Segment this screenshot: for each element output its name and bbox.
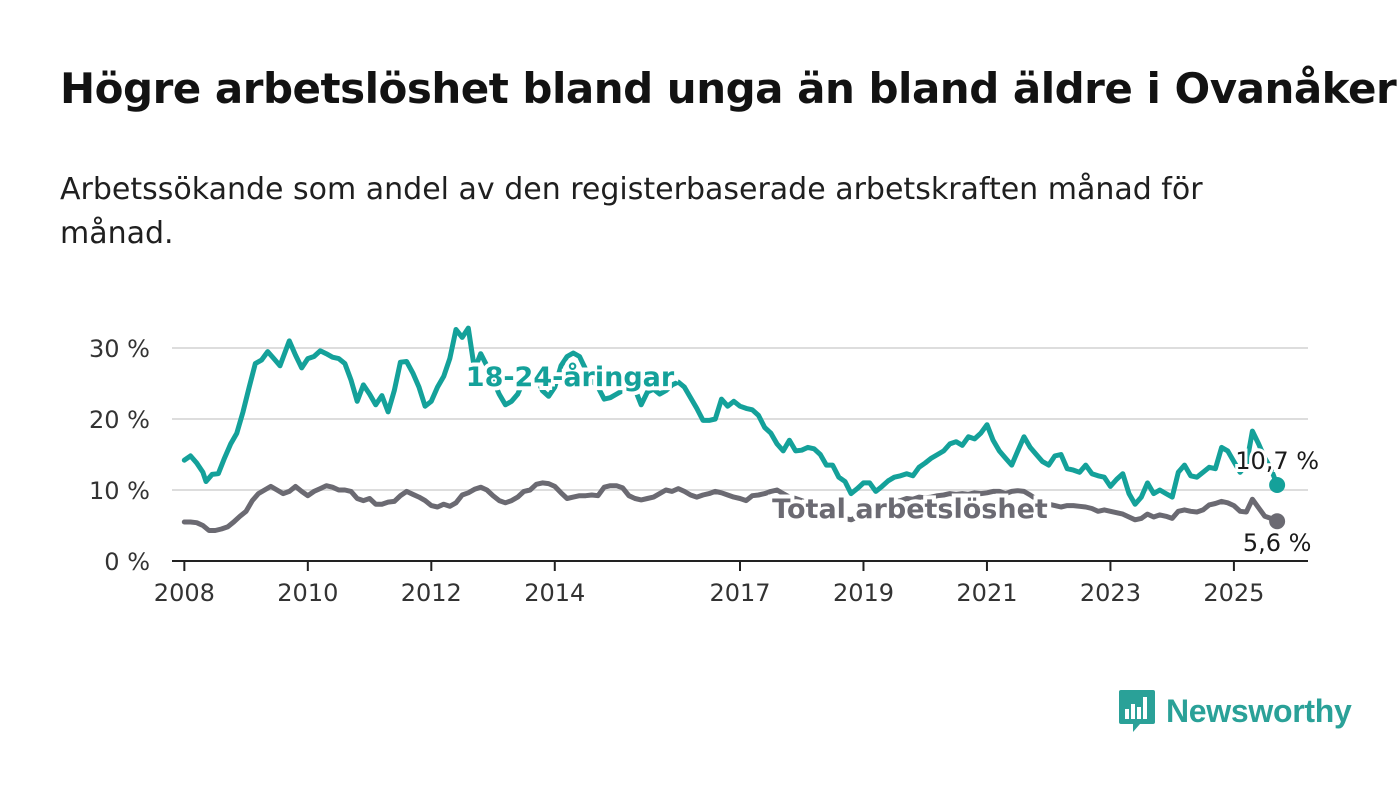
x-tick-label: 2019 [833, 579, 894, 607]
youth-end-label: 10,7 % [1235, 447, 1319, 475]
brand-logo[interactable]: Newsworthy [1118, 688, 1352, 734]
youth-series-label: 18-24-åringar [466, 361, 675, 393]
y-tick-label: 20 % [89, 406, 150, 434]
x-tick-label: 2017 [709, 579, 770, 607]
x-tick-label: 2023 [1080, 579, 1141, 607]
total-end-label: 5,6 % [1243, 529, 1312, 557]
x-tick-label: 2014 [524, 579, 585, 607]
x-tick-label: 2012 [401, 579, 462, 607]
y-tick-label: 0 % [104, 548, 150, 576]
x-tick-label: 2021 [956, 579, 1017, 607]
x-tick-label: 2008 [154, 579, 215, 607]
total-end-marker [1269, 513, 1286, 530]
youth-series-line [181, 325, 1280, 507]
x-tick-label: 2025 [1203, 579, 1264, 607]
y-tick-label: 30 % [89, 335, 150, 363]
total-series-label: Total arbetslöshet [772, 494, 1048, 525]
youth-end-marker [1269, 477, 1286, 494]
brand-name: Newsworthy [1166, 692, 1352, 729]
chart-subtitle: Arbetssökande som andel av den registerb… [60, 172, 1203, 251]
newsworthy-logo-icon [1119, 690, 1155, 732]
total-series-line [181, 480, 1280, 533]
y-tick-label: 10 % [89, 477, 150, 505]
chart-title: Högre arbetslöshet bland unga än bland ä… [60, 64, 1397, 113]
x-tick-label: 2010 [277, 579, 338, 607]
